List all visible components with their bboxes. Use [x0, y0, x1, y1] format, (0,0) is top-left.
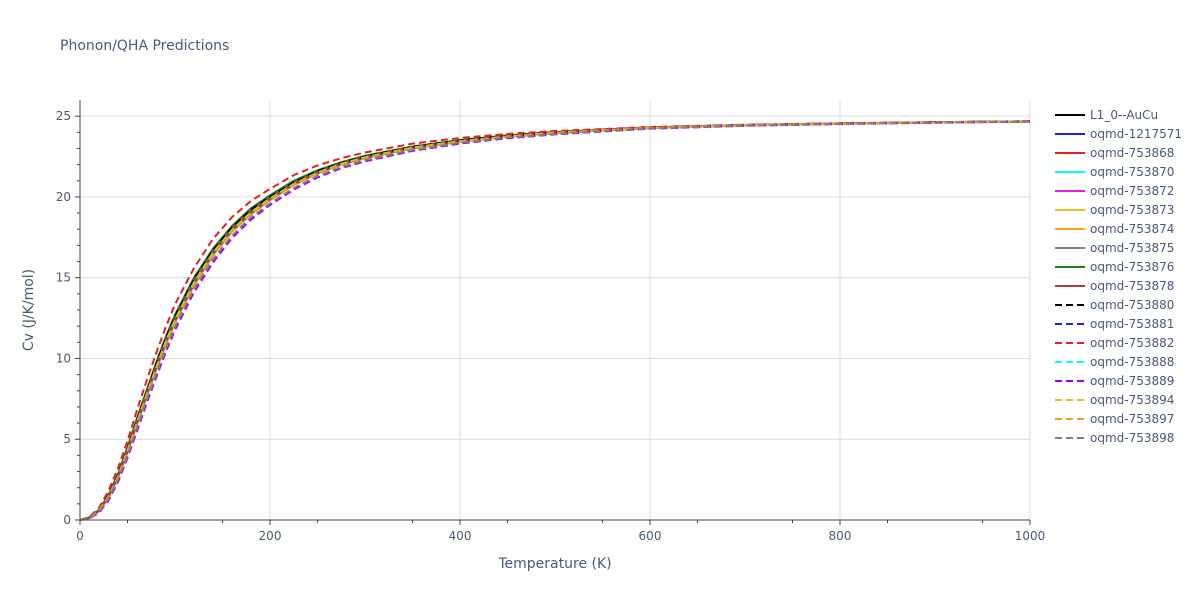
series-line-oqmd-753888 — [79, 120, 1031, 521]
series-line-oqmd-753880 — [79, 120, 1031, 521]
series-line-L1_0--AuCu — [79, 120, 1031, 521]
series-lines — [79, 120, 1031, 521]
legend-label: oqmd-753897 — [1090, 412, 1174, 426]
series-line-oqmd-753882 — [79, 120, 1031, 521]
chart-title: Phonon/QHA Predictions — [60, 38, 229, 54]
x-tick-label: 200 — [259, 529, 282, 543]
legend-label: oqmd-753881 — [1090, 317, 1174, 331]
series-line-oqmd-753876 — [79, 120, 1031, 521]
y-tick-label: 15 — [56, 271, 71, 285]
legend-label: oqmd-1217571 — [1090, 127, 1182, 141]
x-tick-label: 600 — [639, 529, 662, 543]
y-tick-label: 0 — [63, 513, 71, 527]
x-axis-title: Temperature (K) — [497, 556, 611, 572]
series-line-oqmd-753878 — [79, 120, 1031, 521]
grid-lines — [80, 100, 1031, 520]
x-tick-label: 800 — [829, 529, 852, 543]
legend-label: oqmd-753872 — [1090, 184, 1174, 198]
legend-label: L1_0--AuCu — [1090, 108, 1158, 122]
legend-label: oqmd-753898 — [1090, 431, 1174, 445]
legend: L1_0--AuCu oqmd-1217571 oqmd-753868 oqmd-75… — [1055, 108, 1182, 445]
series-line-oqmd-753897 — [79, 120, 1031, 521]
series-line-oqmd-753898 — [79, 120, 1031, 521]
series-line-oqmd-753868 — [79, 120, 1031, 521]
legend-label: oqmd-753880 — [1090, 298, 1174, 312]
series-line-oqmd-753894 — [79, 120, 1031, 521]
x-tick-label: 0 — [76, 529, 84, 543]
legend-label: oqmd-753874 — [1090, 222, 1174, 236]
series-line-oqmd-753872 — [79, 120, 1031, 521]
legend-label: oqmd-753875 — [1090, 241, 1174, 255]
y-tick-label: 5 — [63, 432, 71, 446]
series-line-oqmd-753873 — [79, 120, 1031, 521]
legend-label: oqmd-753873 — [1090, 203, 1174, 217]
legend-label: oqmd-753894 — [1090, 393, 1174, 407]
y-tick-label: 10 — [56, 351, 71, 365]
legend-label: oqmd-753868 — [1090, 146, 1174, 160]
legend-label: oqmd-753889 — [1090, 374, 1174, 388]
series-line-oqmd-753874 — [79, 120, 1031, 521]
legend-label: oqmd-753870 — [1090, 165, 1174, 179]
series-line-oqmd-1217571 — [79, 120, 1031, 521]
series-line-oqmd-753875 — [79, 120, 1031, 521]
y-tick-label: 25 — [56, 109, 71, 123]
legend-label: oqmd-753876 — [1090, 260, 1174, 274]
series-line-oqmd-753889 — [79, 120, 1031, 521]
y-axis-title: Cv (J/K/mol) — [21, 269, 37, 351]
x-tick-label: 400 — [449, 529, 472, 543]
series-line-oqmd-753870 — [79, 120, 1031, 521]
axes: 0 200 400 600 800 1000 0 5 10 15 20 25 — [56, 100, 1046, 543]
legend-label: oqmd-753878 — [1090, 279, 1174, 293]
legend-label: oqmd-753888 — [1090, 355, 1174, 369]
series-line-oqmd-753881 — [79, 120, 1031, 521]
x-tick-label: 1000 — [1015, 529, 1046, 543]
legend-label: oqmd-753882 — [1090, 336, 1174, 350]
y-tick-label: 20 — [56, 190, 71, 204]
